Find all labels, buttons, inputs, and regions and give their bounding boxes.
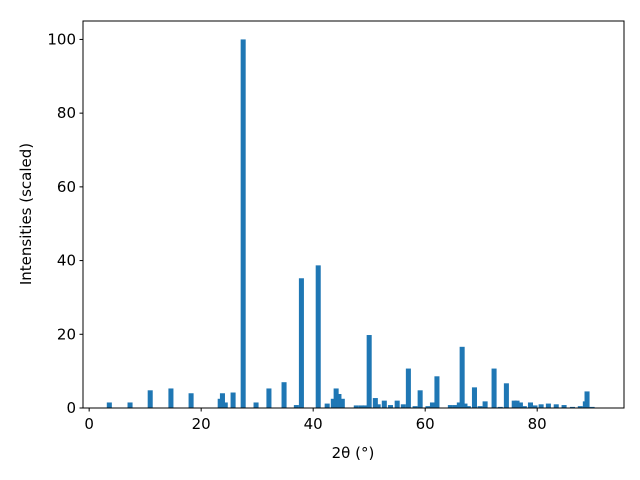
bar xyxy=(514,400,520,408)
bar xyxy=(561,405,567,408)
bar xyxy=(362,405,368,408)
y-tick-label: 100 xyxy=(47,30,76,48)
bar xyxy=(482,401,488,408)
bar xyxy=(429,402,435,408)
bar xyxy=(545,403,551,408)
y-axis-label: Intensities (scaled) xyxy=(17,143,35,285)
bar xyxy=(584,391,590,408)
y-tick-label: 40 xyxy=(57,252,76,270)
bar xyxy=(434,376,440,408)
bar xyxy=(503,383,509,408)
bar xyxy=(459,346,465,408)
bar xyxy=(400,404,406,408)
bar xyxy=(358,405,364,408)
bar xyxy=(106,402,112,408)
bar xyxy=(381,400,387,408)
bar xyxy=(456,402,462,408)
y-tick-label: 80 xyxy=(57,104,76,122)
bar xyxy=(425,406,431,408)
bar xyxy=(517,402,523,408)
bar xyxy=(336,393,342,408)
bar xyxy=(553,404,559,408)
bar xyxy=(222,402,228,408)
bar xyxy=(353,405,359,408)
y-tick-label: 0 xyxy=(66,399,76,417)
bar xyxy=(405,368,411,408)
x-tick-label: 0 xyxy=(84,415,94,433)
x-axis-label: 2θ (°) xyxy=(332,444,375,462)
y-tick-label: 60 xyxy=(57,178,76,196)
bar xyxy=(266,388,272,408)
bar xyxy=(417,390,423,408)
bar xyxy=(387,405,393,408)
y-tick-label: 20 xyxy=(57,325,76,343)
bar xyxy=(188,393,194,408)
bar xyxy=(253,402,259,408)
bar xyxy=(394,400,400,408)
bar xyxy=(339,398,345,408)
bar xyxy=(527,402,533,408)
bar xyxy=(240,39,246,409)
bar xyxy=(471,387,477,408)
bar xyxy=(532,405,538,408)
bar xyxy=(589,406,595,408)
bar xyxy=(281,382,287,408)
x-tick-label: 80 xyxy=(528,415,547,433)
bar xyxy=(366,335,372,408)
bar xyxy=(315,265,321,408)
x-tick-label: 60 xyxy=(416,415,435,433)
plot-frame xyxy=(82,20,625,409)
x-tick-label: 40 xyxy=(304,415,323,433)
bar xyxy=(324,403,330,408)
bar xyxy=(462,403,468,408)
bar xyxy=(477,406,483,408)
x-tick-label: 20 xyxy=(192,415,211,433)
bar xyxy=(147,390,153,408)
bar xyxy=(372,398,378,408)
bar xyxy=(511,400,517,408)
bar xyxy=(538,404,544,408)
bar xyxy=(521,406,527,408)
bar xyxy=(375,404,381,408)
bar xyxy=(447,405,453,408)
bar xyxy=(298,278,304,408)
bar xyxy=(465,406,471,408)
bar xyxy=(127,402,133,408)
bar xyxy=(577,406,583,408)
bar xyxy=(569,406,575,408)
bar xyxy=(330,398,336,408)
bar xyxy=(452,405,458,408)
bar xyxy=(333,388,339,408)
bar xyxy=(168,388,174,408)
bar xyxy=(412,406,418,408)
bar xyxy=(491,368,497,408)
bar xyxy=(230,392,236,408)
bar xyxy=(497,406,503,408)
bar xyxy=(293,405,299,408)
bar xyxy=(219,393,225,408)
